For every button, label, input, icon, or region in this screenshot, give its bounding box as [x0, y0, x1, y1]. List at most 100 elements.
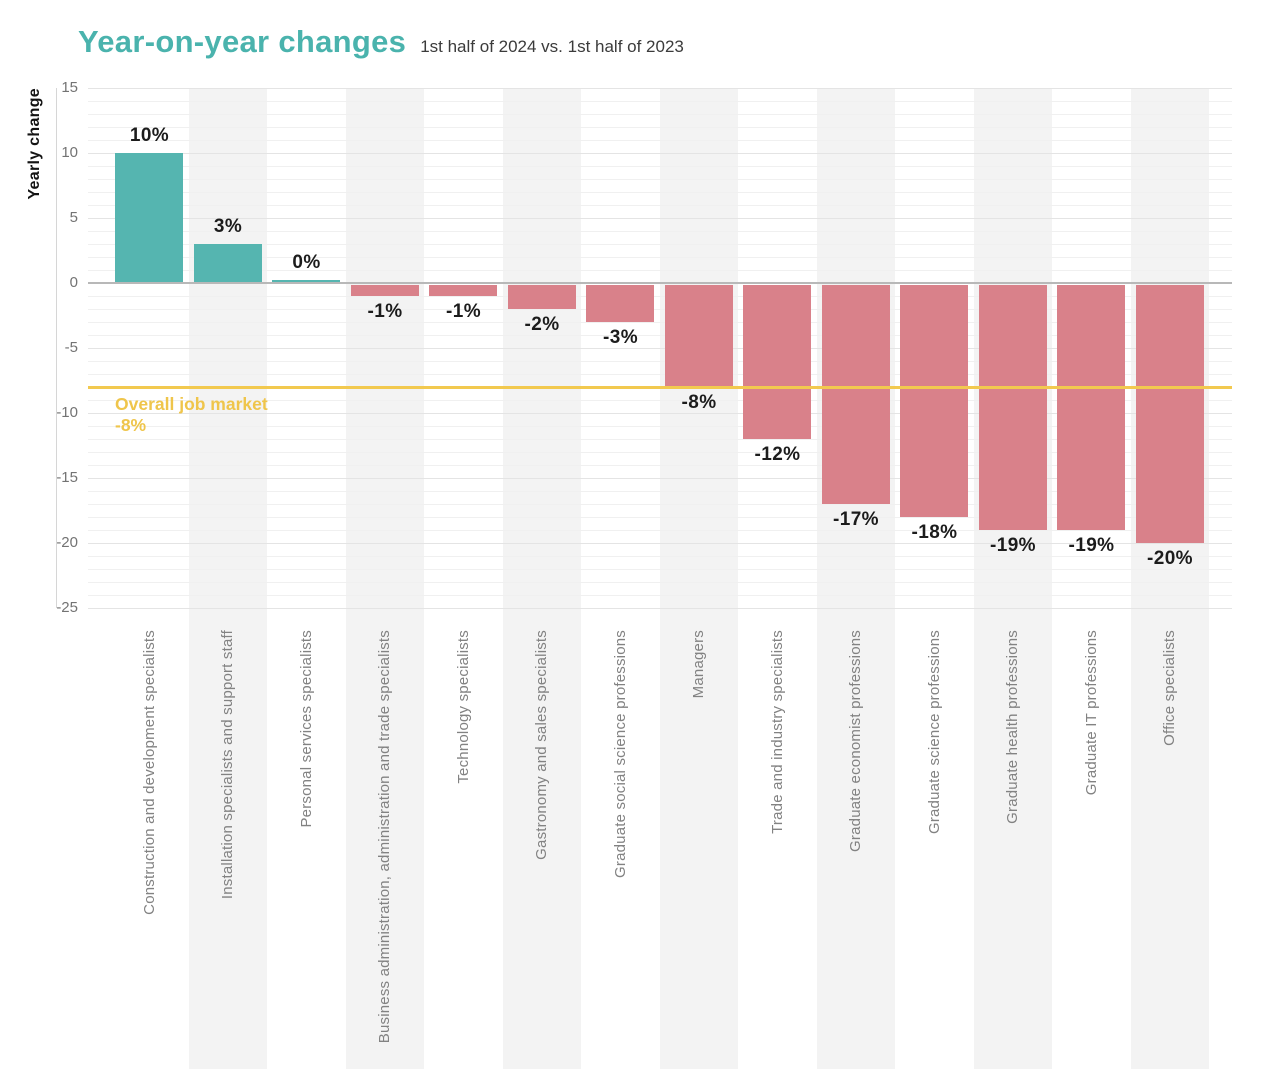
grid-line	[88, 218, 1232, 219]
y-tick-label: -10	[56, 404, 78, 421]
y-tick-label: -20	[56, 534, 78, 551]
category-label-cell: Gastronomy and sales specialists	[503, 630, 582, 1070]
category-label-cell: Trade and industry specialists	[738, 630, 817, 1070]
grid-line	[88, 374, 1232, 375]
category-label: Graduate economist professions	[847, 630, 865, 852]
grid-line	[88, 608, 1232, 609]
category-label-cell: Graduate economist professions	[817, 630, 896, 1070]
grid-line	[88, 140, 1232, 141]
bar	[664, 285, 733, 387]
bar	[507, 285, 576, 309]
value-label: 0%	[292, 252, 321, 273]
grid-line	[88, 244, 1232, 245]
value-label: 10%	[129, 125, 170, 146]
grid-line	[88, 179, 1232, 180]
value-label: -18%	[911, 522, 958, 543]
column-stripe	[973, 88, 1052, 1069]
column-stripe	[1130, 88, 1209, 1069]
category-label-cell: Graduate health professions	[974, 630, 1053, 1070]
category-label: Graduate social science professions	[611, 630, 629, 878]
value-label: -19%	[990, 535, 1036, 556]
zero-line	[88, 282, 1232, 284]
grid-line	[88, 491, 1232, 492]
category-label: Installation specialists and support sta…	[219, 630, 237, 900]
category-label: Gastronomy and sales specialists	[533, 630, 551, 860]
value-label: -3%	[603, 327, 638, 348]
bar	[821, 285, 890, 504]
bar	[193, 244, 262, 283]
category-label-cell: Installation specialists and support sta…	[189, 630, 268, 1070]
grid-line	[88, 127, 1232, 128]
y-tick-label: 5	[69, 209, 78, 226]
bar	[978, 285, 1047, 530]
y-tick-label: 0	[69, 274, 78, 291]
category-label: Office specialists	[1161, 630, 1179, 746]
category-label: Construction and development specialists	[140, 630, 158, 915]
bar	[900, 285, 969, 517]
grid-line	[88, 270, 1232, 271]
grid-line	[88, 231, 1232, 232]
bar	[1057, 285, 1126, 530]
category-label: Graduate IT professions	[1082, 630, 1100, 796]
category-label-cell: Graduate social science professions	[581, 630, 660, 1070]
bar	[115, 153, 184, 283]
bar	[272, 280, 341, 283]
category-label-cell: Business administration, administration …	[346, 630, 425, 1070]
grid-line	[88, 192, 1232, 193]
value-label: -17%	[833, 509, 879, 530]
reference-line-label: Overall job market -8%	[115, 394, 268, 436]
y-tick-label: 15	[61, 79, 78, 96]
grid-line	[88, 114, 1232, 115]
category-label: Trade and industry specialists	[768, 630, 786, 834]
category-label: Managers	[690, 630, 708, 699]
category-label: Business administration, administration …	[376, 630, 394, 1044]
grid-line	[88, 582, 1232, 583]
category-label-cell: Managers	[660, 630, 739, 1070]
grid-line	[88, 153, 1232, 154]
column-stripe	[502, 88, 581, 1069]
bar	[586, 285, 655, 322]
value-label: -8%	[681, 392, 717, 413]
grid-line	[88, 413, 1232, 414]
value-label: -1%	[367, 301, 403, 322]
grid-line	[88, 556, 1232, 557]
grid-line	[88, 257, 1232, 258]
y-tick-label: -5	[64, 339, 78, 356]
grid-line	[88, 101, 1232, 102]
grid-line	[88, 348, 1232, 349]
category-label-cell: Graduate science professions	[895, 630, 974, 1070]
bar	[350, 285, 419, 296]
y-tick-label: -15	[56, 469, 78, 486]
grid-line	[88, 569, 1232, 570]
grid-line	[88, 322, 1232, 323]
grid-line	[88, 361, 1232, 362]
grid-line	[88, 205, 1232, 206]
grid-line	[88, 166, 1232, 167]
value-label: -1%	[446, 301, 481, 322]
grid-line	[88, 504, 1232, 505]
grid-line	[88, 478, 1232, 479]
grid-line	[88, 465, 1232, 466]
grid-line	[88, 517, 1232, 518]
grid-line	[88, 426, 1232, 427]
category-label-cell: Graduate IT professions	[1052, 630, 1131, 1070]
bar	[1135, 285, 1204, 543]
value-label: -12%	[754, 444, 801, 465]
bar	[743, 285, 812, 439]
grid-line	[88, 400, 1232, 401]
grid-line	[88, 309, 1232, 310]
category-label-cell: Construction and development specialists	[110, 630, 189, 1070]
reference-line	[88, 386, 1232, 389]
category-label-cell: Office specialists	[1131, 630, 1210, 1070]
value-label: 3%	[213, 216, 243, 237]
chart-subtitle: 1st half of 2024 vs. 1st half of 2023	[420, 37, 684, 56]
bar	[429, 285, 498, 296]
category-label: Graduate science professions	[925, 630, 943, 835]
value-label: -20%	[1147, 548, 1193, 569]
grid-line	[88, 88, 1232, 89]
y-tick-label: -25	[56, 599, 78, 616]
category-label: Technology specialists	[454, 630, 472, 784]
grid-line	[88, 452, 1232, 453]
